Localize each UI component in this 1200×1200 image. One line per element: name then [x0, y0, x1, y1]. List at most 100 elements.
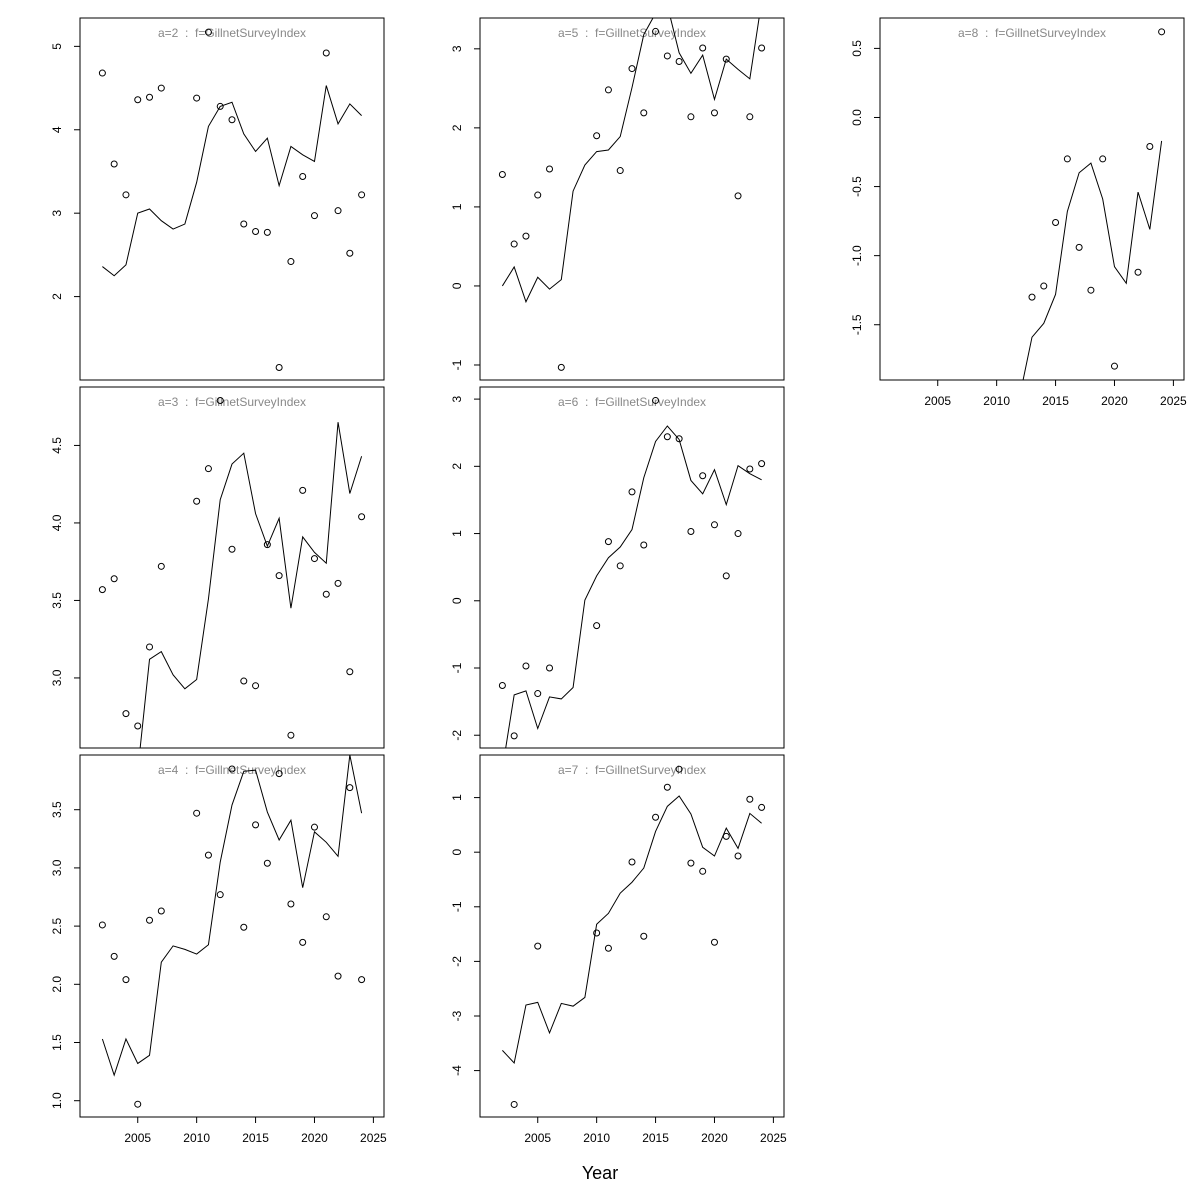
- observed-point: [710, 109, 718, 117]
- observed-point: [193, 94, 201, 102]
- observed-point: [263, 541, 271, 549]
- observed-point: [546, 664, 554, 672]
- observed-point: [1158, 28, 1166, 36]
- observed-point: [663, 52, 671, 60]
- observed-point: [334, 972, 342, 980]
- observed-point: [275, 572, 283, 580]
- y-tick-label: 2: [450, 124, 464, 131]
- observed-point: [758, 44, 766, 52]
- panel-title: a=4 : f=GillnetSurveyIndex: [158, 763, 306, 777]
- observed-point: [157, 84, 165, 92]
- x-tick-label: 2015: [242, 1131, 269, 1145]
- observed-point: [322, 590, 330, 598]
- x-tick-label: 2005: [524, 1131, 551, 1145]
- observed-point: [1146, 142, 1154, 150]
- y-tick-label: -1: [450, 662, 464, 673]
- observed-point: [216, 396, 224, 404]
- plot-area: [502, 765, 766, 1108]
- observed-point: [287, 258, 295, 266]
- observed-point: [534, 690, 542, 698]
- observed-point: [675, 765, 683, 773]
- y-tick-label: 4.0: [50, 514, 64, 531]
- x-tick-label: 2025: [760, 1131, 787, 1145]
- y-tick-label: -2: [450, 956, 464, 967]
- observed-point: [687, 859, 695, 867]
- fitted-line: [101, 755, 363, 1077]
- observed-point: [204, 28, 212, 36]
- observed-point: [216, 891, 224, 899]
- plot-frame: [879, 17, 1185, 381]
- observed-point: [675, 57, 683, 65]
- observed-point: [252, 682, 260, 690]
- x-tick-label: 2010: [183, 1131, 210, 1145]
- observed-point: [252, 228, 260, 236]
- panel-title: a=6 : f=GillnetSurveyIndex: [558, 395, 706, 409]
- x-tick-label: 2005: [124, 1131, 151, 1145]
- observed-point: [746, 465, 754, 473]
- observed-point: [557, 363, 565, 371]
- observed-point: [310, 555, 318, 563]
- observed-point: [746, 113, 754, 121]
- y-tick-label: 0.5: [850, 40, 864, 57]
- x-tick-label: 2025: [1160, 394, 1187, 408]
- observed-point: [522, 232, 530, 240]
- x-tick-label: 2020: [1101, 394, 1128, 408]
- panel-title: a=5 : f=GillnetSurveyIndex: [558, 26, 706, 40]
- observed-point: [699, 472, 707, 480]
- y-tick-label: -1.5: [850, 314, 864, 335]
- observed-point: [110, 160, 118, 168]
- panel-title: a=2 : f=GillnetSurveyIndex: [158, 26, 306, 40]
- observed-point: [710, 521, 718, 529]
- observed-point: [1099, 155, 1107, 163]
- observed-point: [663, 433, 671, 441]
- y-tick-label: 2: [450, 463, 464, 470]
- observed-point: [310, 212, 318, 220]
- observed-point: [275, 363, 283, 371]
- observed-point: [510, 240, 518, 248]
- y-tick-label: 2: [50, 293, 64, 300]
- y-tick-label: 3: [450, 45, 464, 52]
- observed-point: [358, 191, 366, 199]
- y-tick-label: -3: [450, 1010, 464, 1021]
- plot-frame: [79, 386, 385, 749]
- y-tick-label: -1: [450, 901, 464, 912]
- x-tick-label: 2005: [924, 394, 951, 408]
- y-tick-label: 3.0: [50, 669, 64, 686]
- y-tick-label: -1: [450, 359, 464, 370]
- observed-point: [746, 795, 754, 803]
- observed-point: [240, 677, 248, 685]
- observed-point: [334, 579, 342, 587]
- observed-point: [1087, 286, 1095, 294]
- observed-point: [534, 191, 542, 199]
- observed-point: [1052, 218, 1060, 226]
- observed-point: [299, 172, 307, 180]
- observed-point: [510, 732, 518, 740]
- observed-point: [204, 465, 212, 473]
- observed-point: [652, 27, 660, 35]
- observed-point: [534, 942, 542, 950]
- y-tick-label: 1.0: [50, 1092, 64, 1109]
- observed-point: [1110, 362, 1118, 370]
- plot-area: [498, 396, 766, 748]
- observed-point: [546, 165, 554, 173]
- observed-point: [346, 784, 354, 792]
- observed-point: [593, 929, 601, 937]
- observed-point: [228, 116, 236, 124]
- observed-point: [157, 907, 165, 915]
- observed-point: [322, 49, 330, 57]
- observed-point: [640, 541, 648, 549]
- observed-point: [322, 913, 330, 921]
- plot-frame: [479, 386, 785, 749]
- plot-frame: [79, 754, 385, 1118]
- observed-point: [616, 562, 624, 570]
- observed-point: [346, 249, 354, 257]
- observed-point: [628, 65, 636, 73]
- observed-point: [758, 460, 766, 468]
- y-tick-label: 2.5: [50, 917, 64, 934]
- observed-point: [263, 228, 271, 236]
- plot-area: [1022, 28, 1166, 380]
- observed-point: [699, 867, 707, 875]
- y-tick-label: 3.0: [50, 859, 64, 876]
- observed-point: [722, 55, 730, 63]
- x-axis-label: Year: [582, 1163, 618, 1183]
